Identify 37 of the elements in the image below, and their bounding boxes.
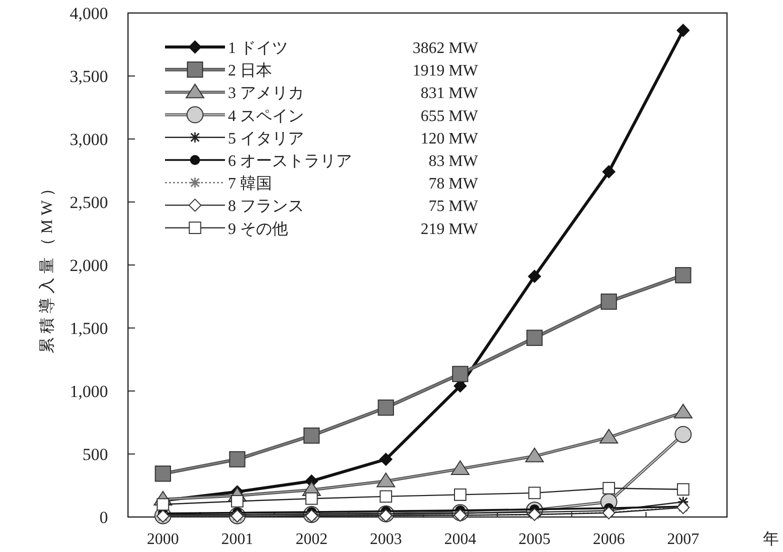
annotation: 655 MW <box>420 108 479 125</box>
legend-label: 3 アメリカ <box>228 85 304 102</box>
y-tick-label: 1,500 <box>70 319 108 338</box>
y-tick-label: 1,000 <box>70 382 108 401</box>
legend-label: 6 オーストラリア <box>228 153 352 170</box>
legend-label: 5 イタリア <box>228 130 304 148</box>
x-tick-label: 2004 <box>444 531 476 548</box>
annotation: 3862 MW <box>412 40 479 57</box>
y-tick-label: 2,500 <box>70 193 108 212</box>
y-tick-label: 2,000 <box>70 256 108 275</box>
y-tick-label: 4,000 <box>70 4 108 23</box>
annotation: 120 MW <box>420 130 479 148</box>
x-tick-label: 2001 <box>221 531 254 548</box>
legend-label: 1 ドイツ <box>228 40 288 57</box>
x-tick-label: 2007 <box>667 531 700 548</box>
annotation: 83 MW <box>428 153 479 170</box>
x-tick-label: 2002 <box>296 531 328 548</box>
y-tick-label: 3,500 <box>70 67 108 86</box>
annotation: 78 MW <box>428 176 479 193</box>
y-tick-label: 500 <box>82 445 108 464</box>
annotation: 831 MW <box>420 85 479 102</box>
y-tick-label: 0 <box>100 508 108 527</box>
x-tick-label: 2003 <box>370 531 402 548</box>
annotation: 75 MW <box>428 198 479 216</box>
legend-label: 9 その他 <box>228 220 288 238</box>
legend-label: 7 韓国 <box>228 174 272 193</box>
legend-label: 2 日本 <box>228 62 272 80</box>
x-tick-label: 2006 <box>592 531 625 548</box>
legend-label: 8 フランス <box>228 198 304 216</box>
y-tick-label: 3,000 <box>70 130 108 149</box>
annotation: 1919 MW <box>412 62 479 80</box>
legend-label: 4 スペイン <box>228 108 304 125</box>
x-tick-label: 2005 <box>518 531 551 548</box>
annotation: 219 MW <box>420 220 479 238</box>
y-axis-title: 累積導入量（MW） <box>38 176 56 354</box>
x-tick-label: 2000 <box>146 531 179 548</box>
x-axis-title: 年 <box>763 531 779 548</box>
